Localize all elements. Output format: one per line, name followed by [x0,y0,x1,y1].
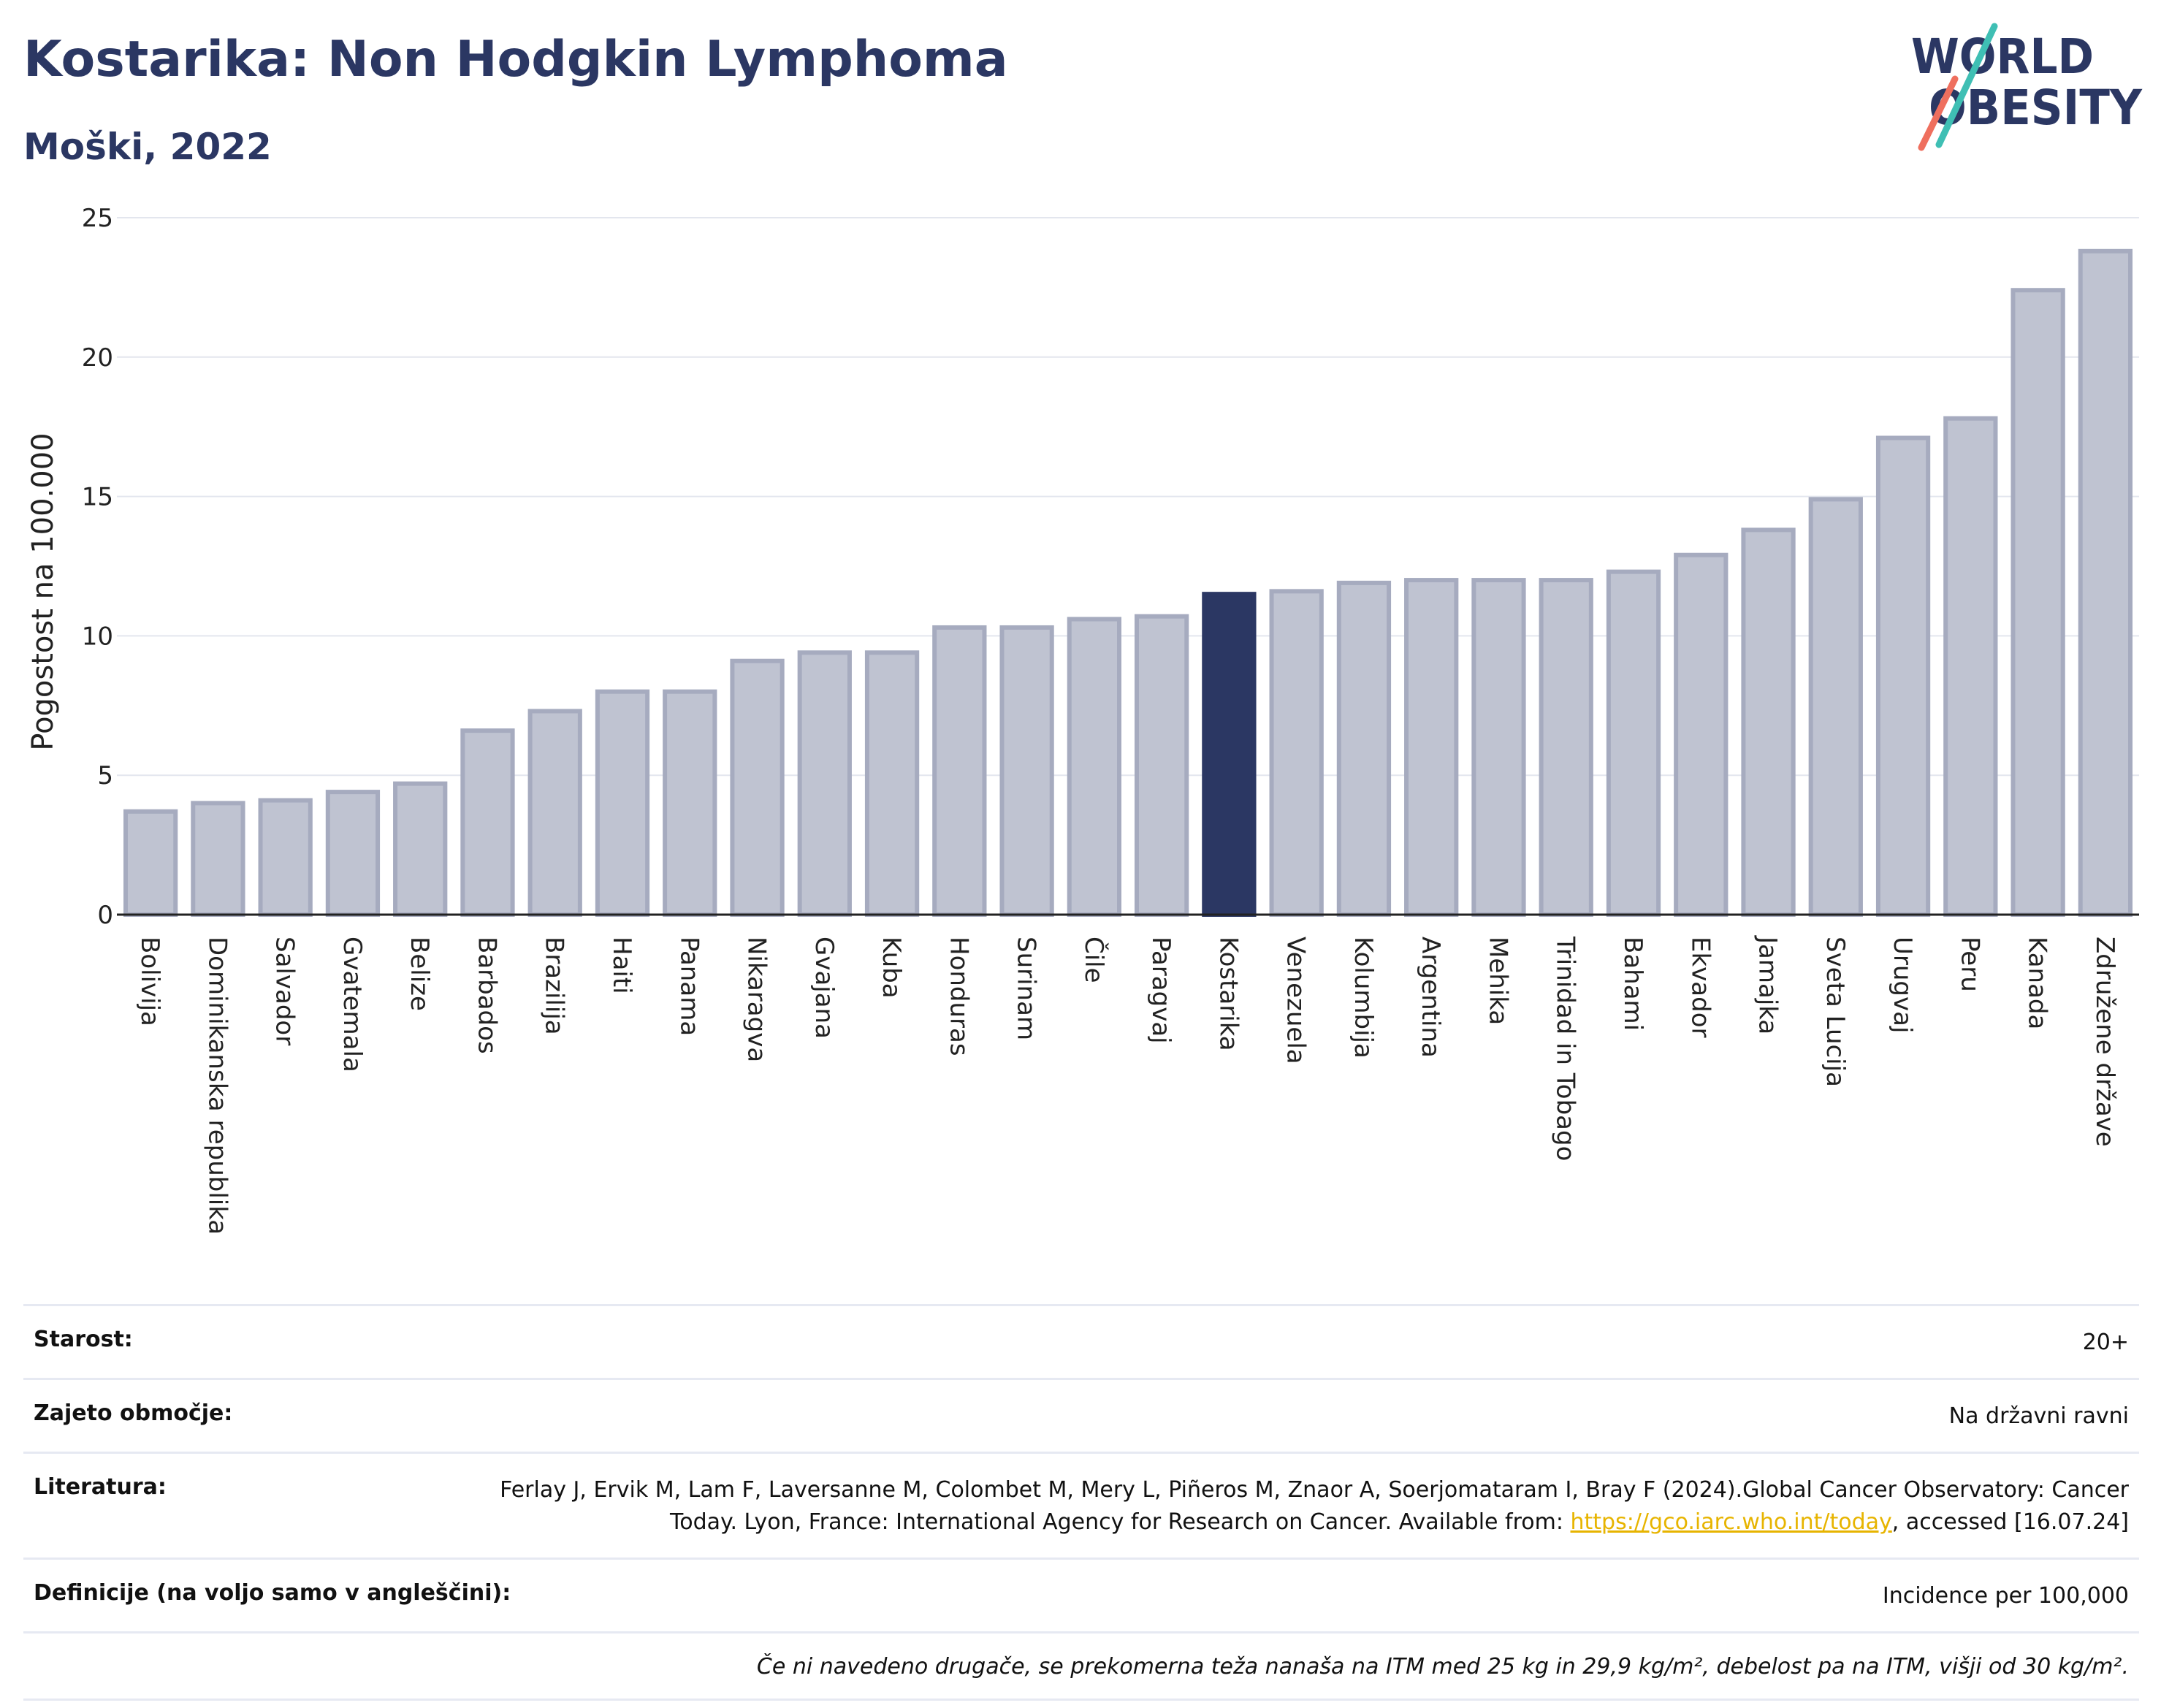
bar-kuba [864,650,920,918]
x-tick-label: Panama [674,937,704,1036]
x-tick-label: Gvatemala [338,937,367,1072]
bar-bolivija [123,809,178,917]
x-tick-label: Brazilija [540,937,569,1035]
bar-bahami [1606,569,1661,918]
bar-venezuela [1269,589,1324,917]
literature-value: Ferlay J, Ervik M, Lam F, Laversanne M, … [449,1474,2129,1539]
definitions-label: Definicije (na voljo samo v angleščini): [34,1580,511,1606]
x-tick-label: Belize [405,937,434,1011]
x-tick-label: Paragvaj [1146,937,1175,1044]
age-label: Starost: [34,1327,133,1352]
bar-peru [1943,416,1998,917]
bar-trinidad-in-tobago [1539,578,1593,918]
x-tick-label: Urugvaj [1888,937,1917,1033]
bar-mehika [1471,578,1526,918]
source-link[interactable]: https://gco.iarc.who.int/today [1570,1509,1892,1535]
bar-nikaragva [730,658,785,918]
bar-belize [393,781,448,917]
x-tick-label: Trinidad in Tobago [1551,936,1580,1161]
page-title: Kostarika: Non Hodgkin Lymphoma [23,31,1008,88]
x-tick-label: Združene države [2090,937,2119,1147]
bar-barbados [460,728,515,917]
grid-lines [117,217,2139,777]
coverage-label: Zajeto območje: [34,1400,233,1426]
x-tick-label: Sveta Lucija [1821,937,1850,1087]
info-row-age: Starost: 20+ [23,1304,2139,1378]
x-tick-label: Bahami [1618,937,1647,1031]
y-tick-label: 5 [97,761,113,790]
bar-panama [663,689,717,917]
bar-haiti [595,689,650,917]
x-tick-label: Salvador [270,937,300,1045]
bar-združene-države [2078,248,2133,917]
y-tick-label: 25 [82,204,113,233]
bar-gvatemala [325,790,381,917]
x-tick-label: Venezuela [1281,937,1311,1064]
x-tick-label: Bolivija [135,937,164,1026]
logo-slash-teal [1935,23,1998,148]
y-axis-ticks: 0 5 10 15 20 25 [82,204,113,930]
bar-gvajana [797,650,852,918]
x-tick-label: Barbados [472,937,501,1054]
x-tick-label: Čile [1079,937,1109,983]
x-tick-label: Peru [1955,937,1984,992]
world-obesity-logo: WORLD OBESITY [1911,23,2143,151]
footnote: Če ni navedeno drugače, se prekomerna te… [756,1654,2129,1680]
bar-urugvaj [1875,435,1931,917]
logo-slash-coral [1918,75,1959,151]
literature-text: Ferlay J, Ervik M, Lam F, Laversanne M, … [500,1477,2129,1535]
bar-ekvador [1674,552,1729,918]
x-tick-label: Kolumbija [1349,937,1378,1059]
x-tick-label: Gvajana [809,937,839,1039]
bar-surinam [999,625,1054,918]
x-tick-label: Ekvador [1685,937,1715,1038]
x-tick-label: Haiti [607,937,636,994]
info-row-literature: Literatura: Ferlay J, Ervik M, Lam F, La… [23,1452,2139,1558]
definitions-value: Incidence per 100,000 [1882,1583,2129,1609]
logo-line-1: WORLD [1911,28,2094,85]
x-tick-label: Jamajka [1753,935,1783,1034]
coverage-value: Na državni ravni [1948,1403,2129,1429]
age-value: 20+ [2082,1330,2129,1355]
page-subtitle: Moški, 2022 [23,126,272,168]
y-tick-label: 15 [82,483,113,512]
bar-jamajka [1741,527,1796,917]
bar-kolumbija [1336,580,1392,917]
info-row-note: Če ni navedeno drugače, se prekomerna te… [23,1631,2139,1701]
bar-kostarika [1202,592,1257,917]
x-tick-label: Kostarika [1213,937,1243,1051]
y-axis-label: Pogostost na 100.000 [26,432,60,750]
literature-accessed: , accessed [16.07.24] [1891,1509,2129,1535]
y-tick-label: 10 [82,622,113,651]
y-tick-label: 20 [82,343,113,373]
x-tick-label: Kanada [2023,937,2052,1029]
bars [123,248,2133,918]
x-tick-label: Dominikanska republika [202,937,232,1235]
x-tick-label: Kuba [877,937,906,999]
bar-argentina [1404,578,1459,918]
bar-paragvaj [1134,614,1189,917]
bar-čile [1067,617,1122,918]
info-row-definitions: Definicije (na voljo samo v angleščini):… [23,1558,2139,1631]
bar-brazilija [527,709,582,917]
info-row-coverage: Zajeto območje: Na državni ravni [23,1378,2139,1452]
bar-salvador [258,798,313,917]
bar-honduras [932,625,987,918]
info-table: Starost: 20+ Zajeto območje: Na državni … [23,1304,2139,1701]
bar-dominikanska-republika [191,801,245,917]
bar-chart: 0 5 10 15 20 25 Bolivija Dominikanska republik… [26,204,2139,1235]
x-tick-label: Mehika [1483,937,1512,1025]
x-axis-labels: Bolivija Dominikanska republika Salvador Gv… [135,935,2119,1235]
y-tick-label: 0 [97,901,113,930]
x-tick-label: Honduras [944,937,973,1056]
bar-kanada [2011,288,2065,917]
x-tick-label: Nikaragva [742,937,771,1062]
bar-sveta-lucija [1808,497,1863,917]
literature-label: Literatura: [34,1474,167,1500]
x-tick-label: Surinam [1012,937,1041,1040]
x-tick-label: Argentina [1416,937,1445,1058]
